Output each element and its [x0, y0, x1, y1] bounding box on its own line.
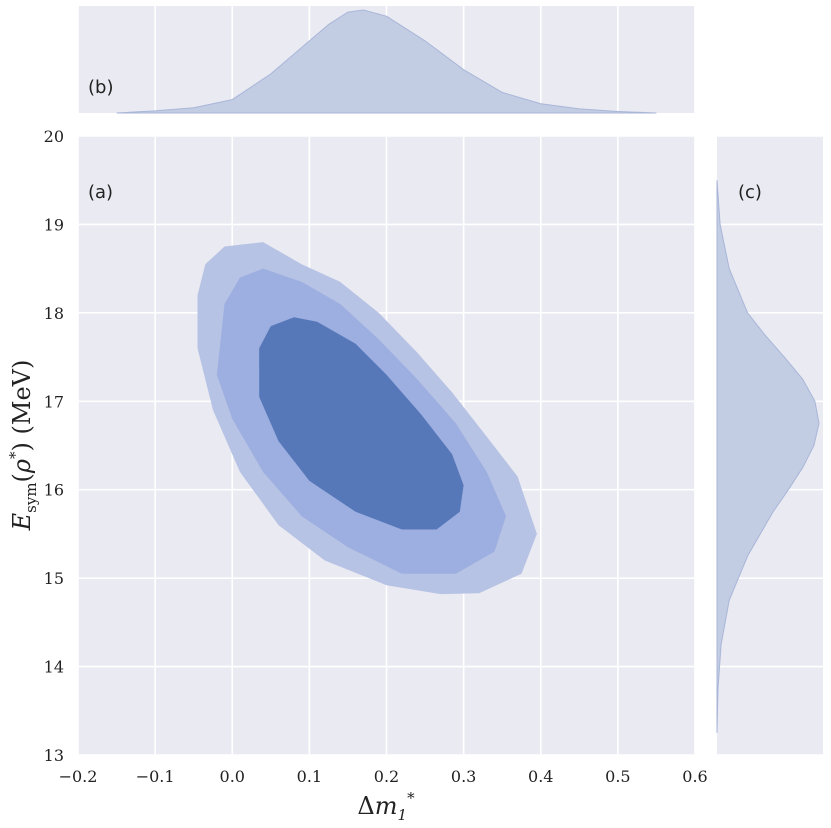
top-marginal-panel: (b) [77, 6, 696, 114]
kde-contours [197, 242, 537, 595]
x-tick-label: 0.3 [451, 767, 476, 786]
right-marginal-panel: (c) [716, 135, 823, 756]
x-axis-label: Δm1* [357, 789, 415, 824]
x-tick-label: 0.0 [220, 767, 245, 786]
panel-label-c: (c) [738, 182, 762, 203]
panel-label-b: (b) [88, 77, 113, 98]
right-kde-area [716, 180, 820, 733]
x-tick-labels: −0.2 −0.1 0.0 0.1 0.2 0.3 0.4 0.5 0.6 [59, 767, 708, 786]
y-tick-label: 13 [44, 746, 64, 765]
y-tick-label: 14 [44, 658, 64, 677]
x-tick-label: −0.2 [59, 767, 98, 786]
x-tick-label: 0.1 [297, 767, 322, 786]
x-tick-label: 0.5 [605, 767, 630, 786]
x-tick-label: 0.2 [374, 767, 399, 786]
x-tick-label: 0.4 [528, 767, 553, 786]
top-kde-area [116, 9, 657, 114]
x-tick-label: −0.1 [136, 767, 175, 786]
x-tick-label: 0.6 [682, 767, 707, 786]
y-tick-label: 15 [44, 569, 64, 588]
y-tick-label: 17 [44, 392, 64, 411]
y-tick-label: 19 [44, 215, 64, 234]
y-tick-label: 16 [44, 481, 64, 500]
y-tick-labels: 13 14 15 16 17 18 19 20 [44, 127, 64, 765]
y-tick-label: 18 [44, 304, 64, 323]
y-tick-label: 20 [44, 127, 64, 146]
joint-panel: (a) [77, 135, 696, 756]
top-panel-gridlines [77, 6, 696, 113]
y-axis-label: Esym(ρ*) (MeV) [6, 360, 40, 532]
contour-inner [259, 317, 464, 530]
panel-label-a: (a) [88, 182, 113, 203]
